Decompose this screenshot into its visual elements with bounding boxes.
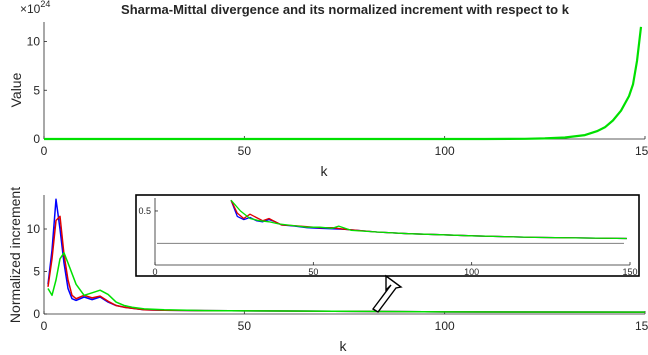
bottom-xtick-label: 150 xyxy=(635,319,648,333)
bottom-ytick-label: 0 xyxy=(33,307,40,321)
exponent-base: ×10 xyxy=(20,2,41,16)
bottom-xtick-label: 50 xyxy=(238,319,252,333)
top-x-label: k xyxy=(321,163,329,179)
exponent-power: 24 xyxy=(40,0,50,9)
inset-xtick-label: 150 xyxy=(622,267,637,277)
bottom-x-label: k xyxy=(340,338,348,354)
top-y-label: Value xyxy=(8,72,24,107)
bottom-axes: 0 50 100 150 0 5 10 xyxy=(27,195,648,333)
bottom-y-label: Normalized increment xyxy=(7,187,23,323)
inset-frame xyxy=(135,194,640,277)
top-xtick-label: 0 xyxy=(41,144,48,158)
top-ytick-label: 5 xyxy=(33,83,40,97)
inset-xtick-label: 100 xyxy=(464,267,479,277)
inset-xtick-label: 0 xyxy=(152,267,157,277)
exponent-label: ×1024 xyxy=(20,0,50,16)
top-series-line-1 xyxy=(44,26,643,141)
bottom-ytick-label: 5 xyxy=(33,265,40,279)
top-xtick-label: 150 xyxy=(635,144,648,158)
top-xtick-label: 50 xyxy=(238,144,252,158)
inset-axes: 0 50 100 150 0.5 xyxy=(138,198,638,277)
chart-title: Sharma-Mittal divergence and its normali… xyxy=(121,2,570,17)
inset-series-line-3 xyxy=(230,199,627,240)
top-ytick-label: 10 xyxy=(27,35,41,49)
bottom-xtick-label: 100 xyxy=(435,319,455,333)
bottom-xtick-label: 0 xyxy=(41,319,48,333)
top-axes: 0 50 100 150 0 5 10 xyxy=(27,22,648,158)
top-xtick-label: 100 xyxy=(435,144,455,158)
inset-xtick-label: 50 xyxy=(308,267,318,277)
inset-ytick-label: 0.5 xyxy=(138,206,151,216)
top-ytick-label: 0 xyxy=(33,132,40,146)
bottom-ytick-label: 10 xyxy=(27,222,41,236)
zoom-arrow xyxy=(371,274,403,313)
bottom-series-line-3 xyxy=(47,252,646,313)
